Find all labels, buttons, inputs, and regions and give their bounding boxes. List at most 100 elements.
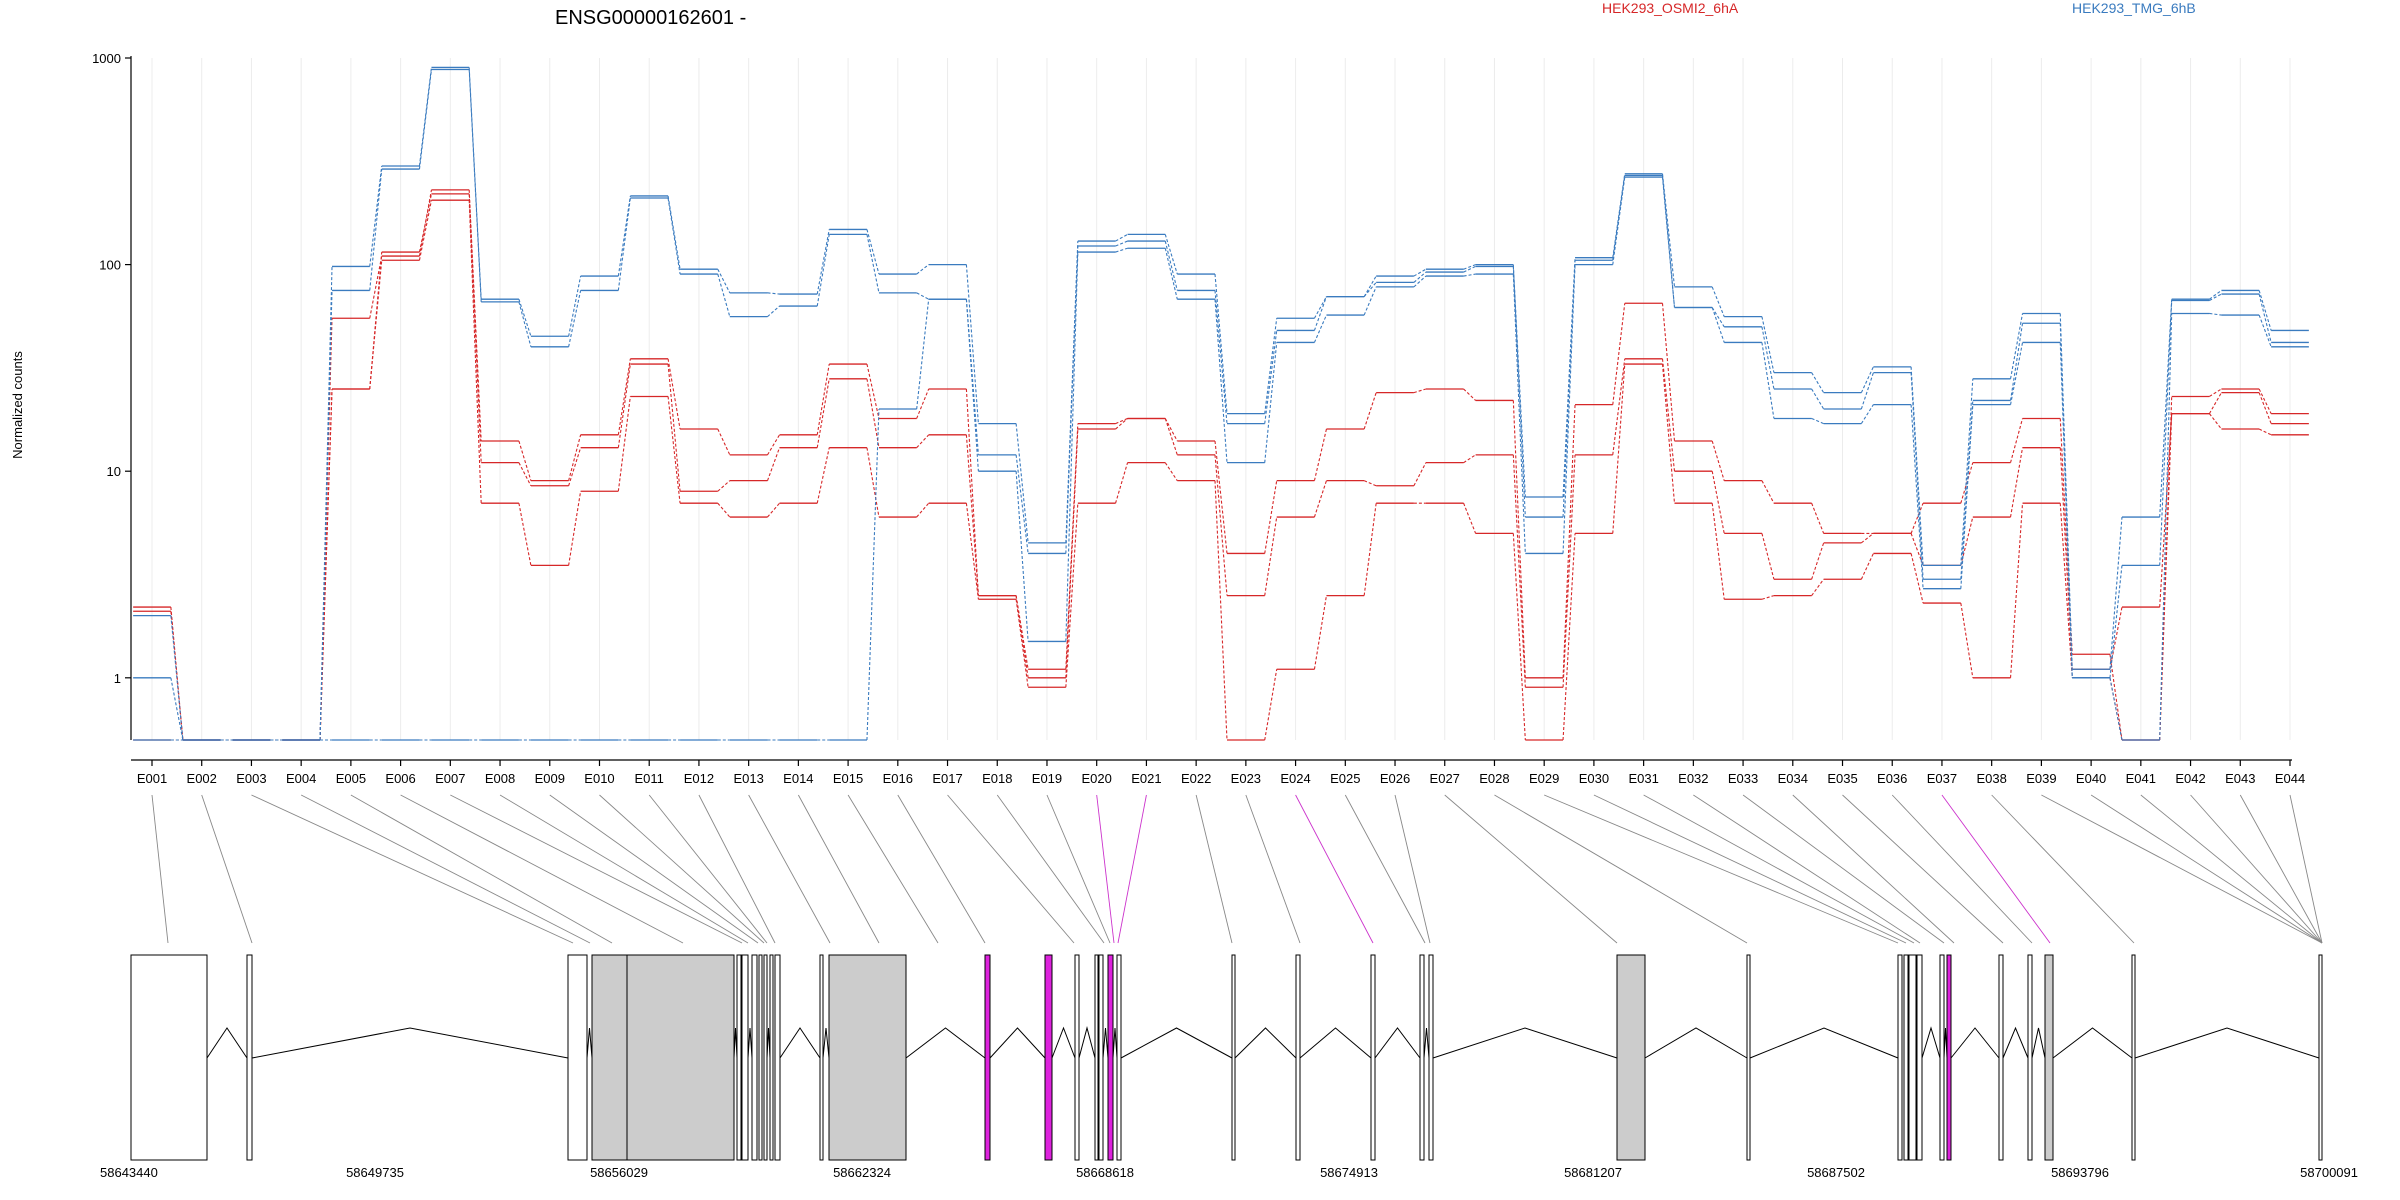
series-6 <box>133 176 2309 741</box>
genome-tick-label: 58700091 <box>2300 1165 2358 1180</box>
series-1-link <box>1164 418 1178 442</box>
series-5-link <box>2009 323 2024 401</box>
exon-connector <box>1593 794 1907 944</box>
series-6-link <box>916 299 930 410</box>
series-3-link <box>816 447 830 504</box>
intron <box>989 1027 1046 1059</box>
series-1-link <box>2258 388 2272 414</box>
exon-connector <box>1742 794 1945 944</box>
series-4-link <box>518 299 532 337</box>
x-tick-label: E006 <box>385 771 415 786</box>
exon-connector <box>698 794 776 944</box>
exon-connector <box>2140 794 2323 944</box>
series-2-link <box>1164 418 1178 456</box>
series-1-link <box>1115 417 1128 425</box>
series-1-link <box>1811 503 1825 534</box>
series-3-link <box>1115 462 1129 504</box>
series-5-link <box>1761 326 1775 390</box>
series-1-link <box>1562 404 1576 678</box>
series-3-link <box>2009 503 2024 678</box>
series-4-link <box>1960 378 1974 566</box>
intron <box>1299 1027 1372 1059</box>
series-1-link <box>468 189 482 442</box>
series-3-link <box>1065 503 1079 688</box>
exon-connector <box>2190 794 2323 944</box>
series-5-link <box>767 305 780 318</box>
series-3-link <box>1463 503 1477 534</box>
exon-connector <box>1444 794 1618 944</box>
series-3-link <box>916 502 930 518</box>
exon-connector <box>1046 794 1111 944</box>
intron <box>1112 1027 1118 1059</box>
series-5-link <box>1910 372 1924 580</box>
exon-block <box>819 954 824 1161</box>
series-2-link <box>518 462 532 487</box>
series-2-link <box>1811 542 1825 580</box>
series-1-link <box>1413 388 1427 394</box>
series-5-link <box>1115 240 1128 247</box>
series-5-link <box>1015 454 1029 554</box>
series-6-link <box>2009 342 2024 405</box>
exon-block <box>763 954 768 1161</box>
exon-connector <box>201 794 253 944</box>
x-tick-label: E005 <box>336 771 366 786</box>
series-3-link <box>2208 413 2222 430</box>
exon-block <box>591 954 628 1161</box>
x-tick-label: E035 <box>1827 771 1857 786</box>
exon-block <box>2318 954 2323 1161</box>
series-1-link <box>667 358 681 430</box>
series-3-link <box>1761 595 1775 600</box>
exon-block <box>1419 954 1425 1161</box>
genome-tick-label: 58681207 <box>1564 1165 1622 1180</box>
series-5-link <box>518 301 532 347</box>
x-tick-label: E041 <box>2126 771 2156 786</box>
x-tick-label: E026 <box>1380 771 1410 786</box>
series-4-link <box>816 229 830 295</box>
series-1-link <box>1612 303 1626 405</box>
series-3-link <box>518 503 532 566</box>
exon-connector <box>1096 794 1115 944</box>
exon-block <box>1107 954 1114 1161</box>
x-tick-label: E030 <box>1579 771 1609 786</box>
series-2-link <box>2009 447 2024 518</box>
exon-connector <box>847 794 939 944</box>
series-4-link <box>1711 286 1725 317</box>
x-tick-label: E004 <box>286 771 316 786</box>
series-6-link <box>1264 342 1278 463</box>
x-tick-label: E023 <box>1231 771 1261 786</box>
exon-block <box>2044 954 2054 1161</box>
series-2-link <box>816 378 830 448</box>
series-6-link <box>1811 417 1824 425</box>
series-4-link <box>2159 299 2173 518</box>
series-5-link <box>1512 266 1526 518</box>
genome-tick-label: 58687502 <box>1807 1165 1865 1180</box>
intron <box>1950 1027 2000 1059</box>
x-tick-label: E018 <box>982 771 1012 786</box>
series-1-link <box>866 363 880 419</box>
series-6-link <box>1612 177 1626 265</box>
exon-block <box>2027 954 2033 1161</box>
genome-tick-label: 58674913 <box>1320 1165 1378 1180</box>
series-1-link <box>1363 392 1377 430</box>
series-2-link <box>916 434 930 449</box>
x-tick-label: E042 <box>2175 771 2205 786</box>
series-3-link <box>667 396 681 504</box>
exon-block <box>758 954 763 1161</box>
series-5-link <box>1214 290 1228 424</box>
series-3-link <box>1910 553 1924 604</box>
genome-tick-label: 58643440 <box>100 1165 158 1180</box>
series-6-link <box>1115 247 1128 253</box>
series-5-link <box>1811 388 1825 410</box>
exon-connector <box>947 794 1075 944</box>
exon-connector <box>1891 794 2033 944</box>
exon-connector <box>748 794 831 944</box>
series-4-link <box>170 615 184 741</box>
series-5-link <box>2109 565 2123 678</box>
exon-block <box>1897 954 1903 1161</box>
exon-block <box>1094 954 1099 1161</box>
intron <box>747 1027 753 1059</box>
exon-block <box>1370 954 1376 1161</box>
series-5-link <box>2159 300 2173 566</box>
series-4-link <box>1512 264 1526 498</box>
series-3-link <box>568 491 582 566</box>
